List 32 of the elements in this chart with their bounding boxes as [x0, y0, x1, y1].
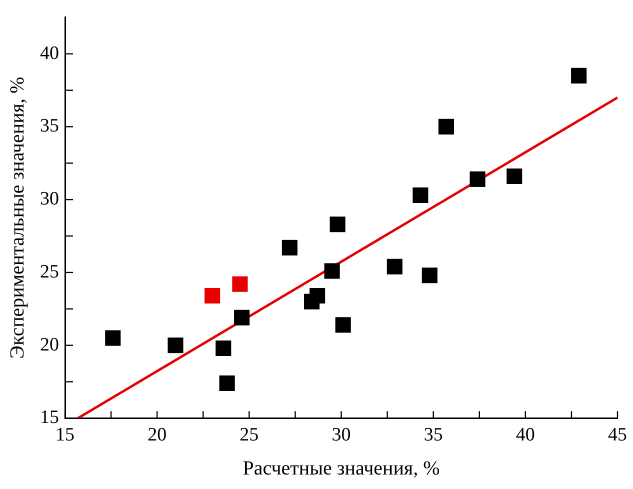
point	[324, 263, 340, 279]
y-tick-label: 30	[40, 188, 59, 210]
x-tick-label: 30	[332, 424, 351, 446]
y-tick-label: 40	[40, 42, 59, 64]
x-tick-label: 45	[608, 424, 627, 446]
point	[105, 330, 121, 346]
point	[422, 268, 438, 284]
point	[216, 340, 232, 356]
point	[438, 118, 454, 134]
point	[330, 216, 346, 232]
point	[234, 310, 250, 326]
point	[232, 276, 248, 292]
x-tick-label: 35	[424, 424, 443, 446]
y-tick-label: 20	[40, 334, 59, 356]
x-tick-label: 40	[516, 424, 535, 446]
y-tick-label: 35	[40, 116, 59, 137]
point	[204, 288, 220, 304]
x-axis-title: Расчетные значения, %	[242, 457, 440, 480]
x-tick-label: 20	[148, 424, 167, 446]
y-tick-label: 25	[40, 261, 59, 282]
point	[470, 171, 486, 187]
point	[335, 317, 351, 333]
point	[310, 288, 326, 304]
x-tick-label: 25	[240, 424, 259, 446]
point	[506, 168, 522, 184]
point	[168, 338, 184, 354]
y-axis-title: Экспериментальные значения, %	[6, 76, 28, 359]
point	[571, 68, 587, 84]
point	[412, 187, 428, 203]
point	[386, 258, 402, 274]
point	[282, 240, 298, 256]
point	[219, 375, 235, 391]
